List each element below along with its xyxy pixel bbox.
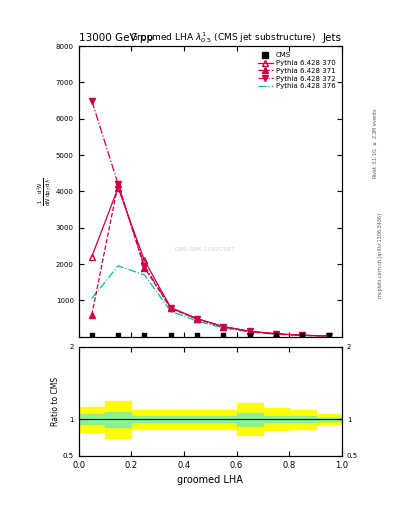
X-axis label: groomed LHA: groomed LHA <box>177 475 243 485</box>
Text: 13000 GeV pp: 13000 GeV pp <box>79 33 153 44</box>
Text: CMS-SIM-11920187: CMS-SIM-11920187 <box>174 247 235 252</box>
Point <box>299 331 306 339</box>
Point <box>89 331 95 339</box>
Point <box>247 331 253 339</box>
Point <box>273 331 279 339</box>
Point <box>194 331 200 339</box>
Point <box>167 331 174 339</box>
Point <box>141 331 148 339</box>
Text: Jets: Jets <box>323 33 342 44</box>
Text: mcplots.cern.ch [arXiv:1306.3436]: mcplots.cern.ch [arXiv:1306.3436] <box>378 214 383 298</box>
Y-axis label: $\frac{1}{\mathrm{d}N}\,\frac{\mathrm{d}^2N}{\mathrm{d}p_T\,\mathrm{d}\lambda}$: $\frac{1}{\mathrm{d}N}\,\frac{\mathrm{d}… <box>35 177 53 205</box>
Point <box>220 331 226 339</box>
Title: Groomed LHA $\lambda^{1}_{0.5}$ (CMS jet substructure): Groomed LHA $\lambda^{1}_{0.5}$ (CMS jet… <box>130 30 316 45</box>
Point <box>115 331 121 339</box>
Legend: CMS, Pythia 6.428 370, Pythia 6.428 371, Pythia 6.428 372, Pythia 6.428 376: CMS, Pythia 6.428 370, Pythia 6.428 371,… <box>255 50 338 92</box>
Point <box>325 331 332 339</box>
Y-axis label: Ratio to CMS: Ratio to CMS <box>51 377 60 426</box>
Text: Rivet 3.1.10, $\geq$ 2.3M events: Rivet 3.1.10, $\geq$ 2.3M events <box>371 108 379 179</box>
